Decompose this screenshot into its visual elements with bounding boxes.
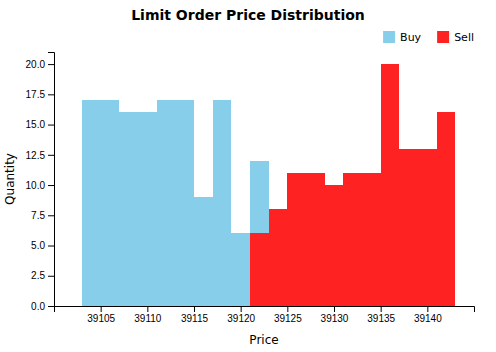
y-tick-label: 15.0 [26,119,46,130]
bar [250,161,269,306]
series-0 [82,100,269,306]
y-tick: 5.0 [31,240,54,251]
y-tick-label: 10.0 [26,180,46,191]
y-tick-mark [48,64,54,65]
y-tick-mark [48,94,54,95]
bar [418,149,437,306]
y-tick: 0.0 [31,301,54,312]
y-tick: 10.0 [26,180,54,191]
y-tick-mark [48,125,54,126]
y-tick-mark [48,215,54,216]
bar [138,112,157,306]
y-tick-mark [48,246,54,247]
bar [175,100,194,306]
x-tick: 39105 [87,306,115,324]
x-tick-label: 39125 [274,313,302,324]
x-tick-mark [381,306,382,312]
series-1 [250,64,455,306]
y-tick-label: 2.5 [31,270,45,281]
x-tick: 39135 [367,306,395,324]
bar [381,64,400,306]
bar [101,100,120,306]
y-axis: 0.0 2.5 5.0 7.5 10.0 12.5 15.0 17.5 20.0 [26,53,55,312]
x-tick: 39140 [414,306,442,324]
bar [250,233,269,306]
y-tick-label: 7.5 [31,210,45,221]
y-tick-label: 17.5 [26,89,46,100]
bar [119,112,138,306]
y-tick: 2.5 [31,270,54,281]
x-tick-label: 39115 [181,313,209,324]
x-tick: 39115 [181,306,209,324]
y-tick-label: 20.0 [26,59,46,70]
chart: 39105 39110 39115 39120 39125 39130 39135 39140… [0,0,496,352]
y-tick-mark [48,155,54,156]
y-axis-line [48,53,55,307]
x-tick: 39120 [227,306,255,324]
x-tick-mark [147,306,148,312]
bar [157,100,176,306]
title: Limit Order Price Distribution [131,7,365,23]
plot: 39105 39110 39115 39120 39125 39130 39135 39140… [26,53,475,325]
x-tick-label: 39130 [321,313,349,324]
bar [213,100,232,306]
x-tick-label: 39120 [227,313,255,324]
y-tick-label: 12.5 [26,150,46,161]
bar [362,173,381,306]
x-tick: 39125 [274,306,302,324]
y-tick-mark [48,276,54,277]
x-tick-label: 39110 [134,313,162,324]
x-axis-label: Price [249,333,278,347]
y-tick-label: 5.0 [31,240,45,251]
bar [325,185,344,306]
bar [343,173,362,306]
legend-item: Sell [437,31,474,44]
legend-label: Buy [400,31,422,44]
x-tick-mark [194,306,195,312]
bar [194,197,213,306]
y-tick: 12.5 [26,150,54,161]
y-tick-label: 0.0 [31,301,45,312]
x-tick-mark [101,306,102,312]
legend-swatch [437,31,449,43]
x-tick: 39110 [134,306,162,324]
y-tick-mark [48,185,54,186]
y-tick: 7.5 [31,210,54,221]
x-tick-mark [427,306,428,312]
bar [287,173,306,306]
y-tick: 20.0 [26,59,54,70]
x-tick: 39130 [321,306,349,324]
legend: Buy Sell [383,31,474,44]
x-tick-mark [334,306,335,312]
y-axis-label: Quantity [3,153,17,205]
bar [82,100,101,306]
legend-item: Buy [383,31,422,44]
y-tick: 17.5 [26,89,54,100]
x-axis-line [55,307,475,313]
bar [306,173,325,306]
bar [437,112,456,306]
x-tick-label: 39135 [367,313,395,324]
x-axis: 39105 39110 39115 39120 39125 39130 39135 39140 [55,306,475,324]
y-tick: 15.0 [26,119,54,130]
bar [269,209,288,306]
legend-swatch [383,31,395,43]
x-tick-mark [241,306,242,312]
bar [399,149,418,306]
marks [82,64,455,306]
y-tick-mark [48,306,54,307]
legend-label: Sell [454,31,474,44]
bar [231,233,250,306]
x-tick-mark [287,306,288,312]
x-tick-label: 39140 [414,313,442,324]
x-tick-label: 39105 [87,313,115,324]
